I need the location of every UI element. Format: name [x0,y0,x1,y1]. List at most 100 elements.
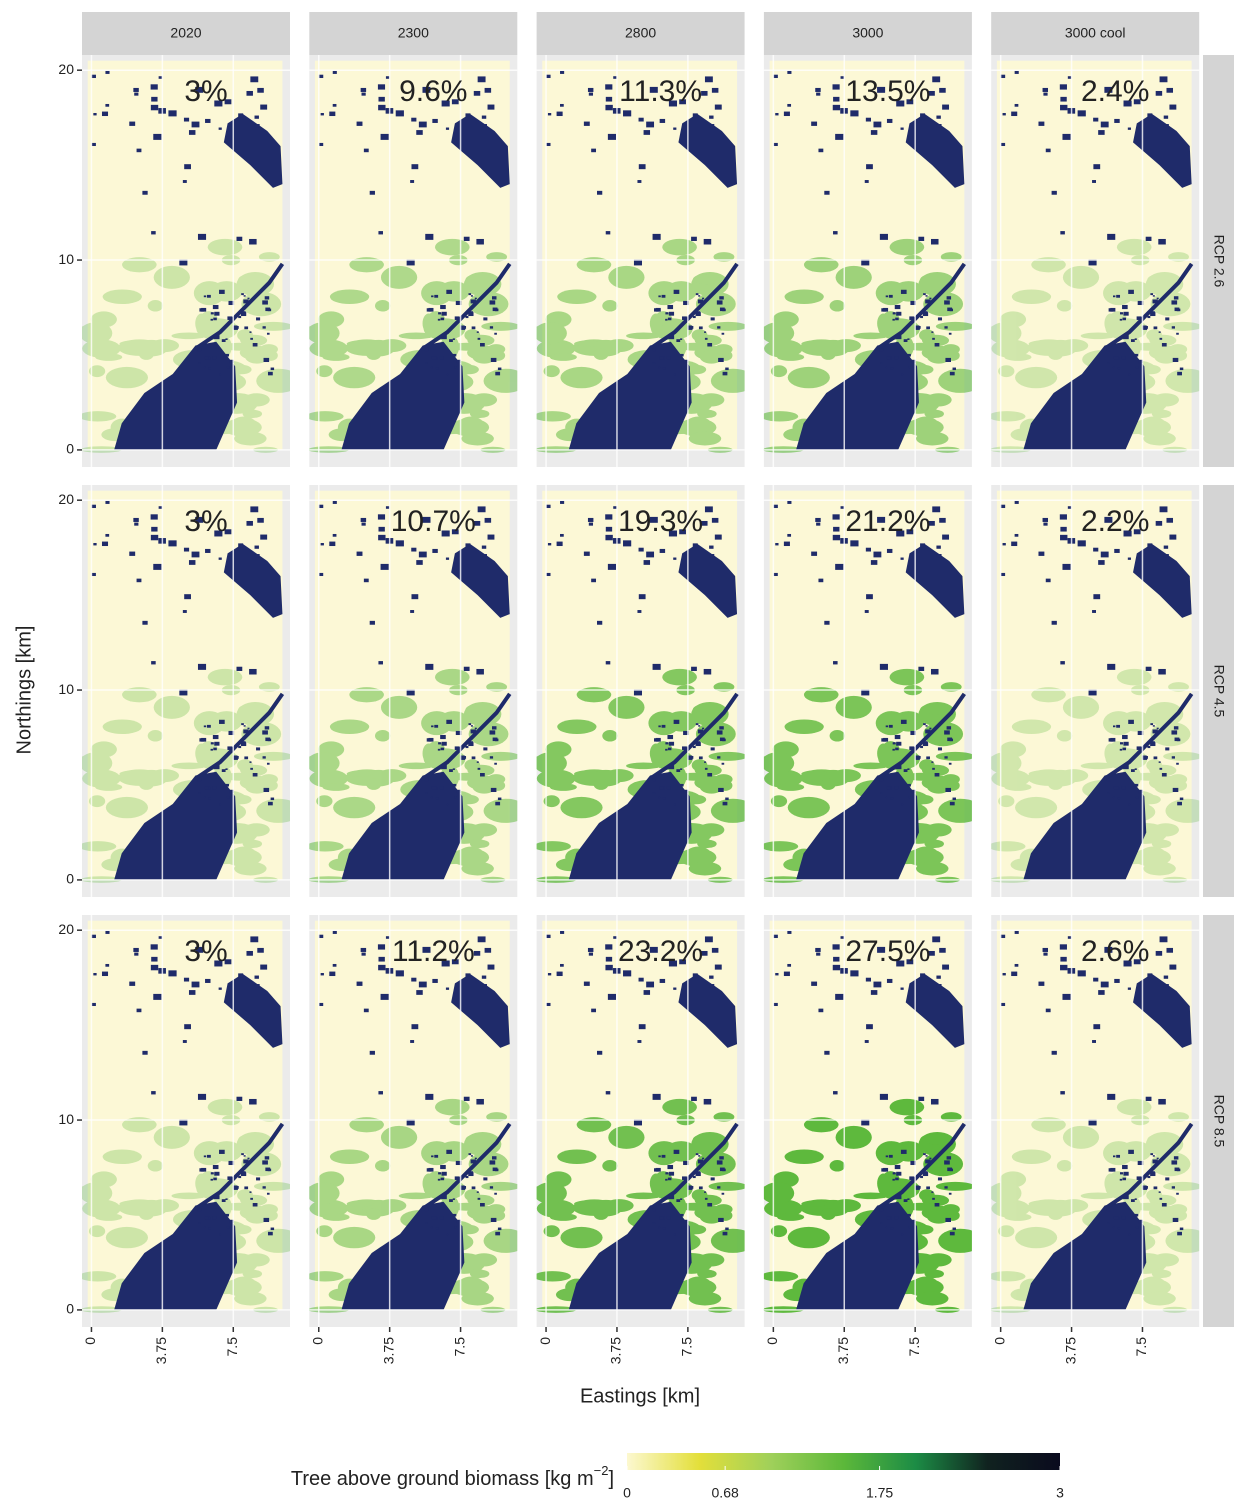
pond [456,1219,461,1224]
pond [153,563,162,570]
pond [920,113,926,118]
value-label: 3% [184,75,227,108]
vegetation-patch [222,1202,258,1211]
pond [212,356,217,360]
vegetation-patch [239,345,271,360]
vegetation-patch [1150,1151,1191,1177]
vegetation-patch [1141,1224,1161,1235]
pond [692,1175,696,1179]
pond [667,317,672,321]
pond [416,560,423,565]
vegetation-patch [346,340,374,347]
lake [451,113,510,188]
vegetation-patch [927,1210,951,1224]
pond [832,534,841,541]
pond [150,104,159,111]
pond [470,1155,473,1157]
pond [446,373,449,376]
vegetation-patch [240,1194,268,1207]
pond [911,1219,916,1224]
vegetation-patch [465,274,496,285]
pond [896,1171,902,1176]
pond [698,725,701,727]
vegetation-patch [469,408,486,419]
vegetation-patch [763,411,799,422]
pond [673,1149,680,1154]
vegetation-patch [258,1112,280,1122]
pond [704,1197,708,1200]
vegetation-patch [119,770,146,777]
pond [491,1156,497,1160]
vegetation-patch [82,754,111,769]
vegetation-patch [333,796,376,819]
pond [920,315,924,319]
vegetation-patch [941,774,960,785]
pond [906,529,914,535]
pond [1165,1177,1170,1181]
pond [497,367,502,371]
vegetation-patch [938,798,972,823]
vegetation-patch [486,252,508,262]
vegetation-patch [787,366,830,389]
vegetation-patch [245,839,263,848]
pond [835,563,844,570]
pond [911,359,916,364]
vegetation-patch [697,1268,713,1279]
vegetation-patch [1147,704,1178,715]
y-tick-label: 0 [66,1301,74,1317]
pond [395,970,404,977]
pond [918,666,925,671]
pond [430,1226,433,1229]
pond [1014,930,1019,934]
row-label: RCP 2.6 [1211,235,1227,288]
pond [638,117,644,122]
lake [1023,1201,1147,1310]
vegetation-patch [239,1205,271,1220]
pond [247,1157,250,1160]
river [423,262,512,350]
pond [134,952,139,956]
pond [1014,963,1019,967]
pond [203,366,206,369]
pond [894,304,901,310]
vegetation-patch [259,1204,278,1215]
pond [704,1191,707,1193]
vegetation-patch [914,364,934,375]
pond [150,84,158,90]
pond [1011,971,1018,977]
pond [937,1177,943,1181]
vegetation-patch [329,719,370,735]
pond [914,755,920,759]
pond [416,130,423,135]
pond [560,533,564,537]
pond [681,796,685,799]
pond [894,786,899,790]
pond [695,312,701,317]
pond [680,783,684,787]
pond [1152,1155,1155,1157]
pond [1051,1050,1057,1055]
pond [605,84,613,90]
pond [1174,307,1180,312]
pond [1119,748,1123,751]
pond [661,294,666,298]
pond [710,1177,715,1181]
pond [1152,1159,1158,1164]
pond [1136,746,1142,750]
pond [903,339,908,342]
pond [667,747,672,751]
pond [1060,956,1067,962]
x-tick-label: 0 [309,1337,325,1345]
pond [470,1159,476,1164]
pond [942,104,950,110]
pond [449,769,453,772]
vegetation-patch [380,1125,418,1149]
pond [633,689,642,696]
pond [773,504,778,509]
pond [695,723,699,726]
vegetation-patch [253,751,290,761]
pond [900,987,904,990]
pond [452,338,455,340]
pond [695,742,701,747]
